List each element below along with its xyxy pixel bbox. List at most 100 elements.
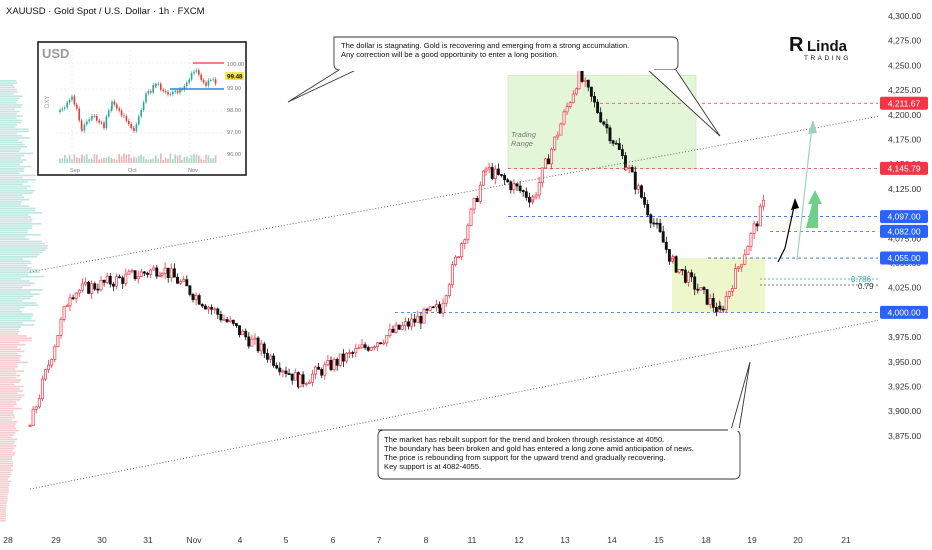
candle-body <box>583 79 587 82</box>
volume-profile-bar <box>0 333 19 335</box>
volume-profile-bar <box>0 363 18 366</box>
inset-volume-bar <box>212 158 214 163</box>
candle-body <box>301 374 305 385</box>
volume-profile-bar <box>0 315 33 317</box>
candle-body <box>425 308 429 311</box>
inset-candle-body <box>179 88 181 93</box>
inset-volume-bar <box>73 154 76 163</box>
volume-profile-bar <box>0 130 30 133</box>
candle-body <box>351 352 355 354</box>
volume-profile-bar <box>0 196 25 199</box>
time-axis[interactable]: 28 29 30 31 Nov 4 5 6 7 8 11 12 13 14 15 18 19 20 21 <box>0 525 932 550</box>
inset-usd-chart[interactable]: USD DXY 99.48 100.00 99.00 98.00 97.00 9… <box>37 41 247 176</box>
volume-profile-bar <box>0 227 33 229</box>
candle-body <box>737 266 741 269</box>
inset-candle-body <box>186 82 188 87</box>
volume-profile-bar <box>0 425 15 427</box>
candle-body <box>253 337 257 340</box>
candle-body <box>755 223 759 227</box>
top-note-callout[interactable]: The dollar is stagnating. Gold is recove… <box>287 36 721 137</box>
projection-black-path[interactable] <box>777 201 796 263</box>
volume-profile-bar <box>0 242 45 245</box>
candle-body <box>617 143 621 150</box>
volume-profile-bar <box>0 313 34 315</box>
inset-candle-body <box>105 116 108 129</box>
candle-body <box>219 314 223 321</box>
volume-profile-bar <box>0 388 20 390</box>
channel-lower-line[interactable] <box>29 319 881 490</box>
volume-profile-bar <box>0 434 15 436</box>
inset-candle-body <box>140 109 142 117</box>
volume-profile-bar <box>0 194 23 196</box>
candle-body <box>674 256 678 273</box>
candle-body <box>65 305 69 308</box>
candle-body <box>658 222 662 232</box>
volume-profile-bar <box>0 495 8 498</box>
inset-volume-bar <box>188 158 190 163</box>
inset-candle-body <box>142 102 145 110</box>
price-label-4: 4,055.00 <box>887 253 920 263</box>
candle-body <box>646 203 650 216</box>
volume-profile-bar <box>0 308 20 311</box>
inset-volume-bar <box>214 155 217 163</box>
brand-subtitle: TRADING <box>804 55 851 62</box>
volume-profile-bar <box>0 445 17 447</box>
candle-body <box>139 271 143 277</box>
candle-body <box>320 369 324 376</box>
volume-profile-bar <box>0 172 20 174</box>
inset-candle-body <box>174 90 176 92</box>
inset-candle-body <box>212 79 214 81</box>
inset-volume-bar <box>64 155 66 163</box>
projection-green-arrow-icon[interactable] <box>806 190 822 228</box>
volume-profile-bar <box>0 346 18 348</box>
inset-candle-body <box>214 79 217 84</box>
inset-volume-bar <box>100 158 103 163</box>
volume-profile-bar <box>0 137 31 139</box>
channel-upper-line[interactable] <box>29 115 881 273</box>
inset-candle-body <box>80 120 83 130</box>
inset-volume-bar <box>76 157 78 163</box>
candle-body <box>163 267 167 274</box>
volume-profile-bar <box>0 509 7 511</box>
price-label-1: 4,145.79 <box>887 163 920 173</box>
volume-profile-bar <box>0 170 25 172</box>
candle-body <box>624 167 628 171</box>
candle-body <box>493 168 497 179</box>
volume-profile-bar <box>0 128 29 130</box>
volume-profile-bar <box>0 493 8 496</box>
candle-body <box>416 316 420 323</box>
volume-profile-bar <box>0 238 30 240</box>
candle-body <box>118 276 122 279</box>
candle-body <box>391 328 395 333</box>
volume-profile-bar <box>0 262 32 265</box>
price-label-3: 4,082.00 <box>887 226 920 236</box>
candle-body <box>105 275 109 283</box>
candle-body <box>307 381 311 384</box>
volume-profile-bar <box>0 330 20 333</box>
price-tick-2: 4,250.00 <box>888 60 921 70</box>
price-label-bg-0 <box>880 96 928 110</box>
fib-label-b: 0.79 <box>858 282 874 291</box>
volume-profile-bar <box>0 374 21 377</box>
price-axis[interactable]: 4,300.00 4,275.00 4,250.00 4,225.00 4,200.00… <box>878 0 932 550</box>
candle-body <box>376 342 379 348</box>
bottom-note-line3: The price is rebounding from support for… <box>384 453 666 462</box>
volume-profile-bar <box>0 385 24 388</box>
candle-body <box>259 343 263 352</box>
inset-volume-bar <box>183 157 186 163</box>
bottom-note-callout[interactable]: The market has rebuilt support for the t… <box>377 361 751 480</box>
inset-candle-body <box>111 101 113 110</box>
candle-body <box>457 256 461 259</box>
candle-body <box>47 364 51 371</box>
volume-profile-bar <box>0 223 42 225</box>
inset-candle-body <box>103 122 105 129</box>
inset-volume-bar <box>66 158 68 163</box>
candle-body <box>680 269 684 271</box>
projection-light-path[interactable] <box>796 125 813 261</box>
candle-body <box>262 343 266 354</box>
candle-body <box>304 383 308 385</box>
volume-profile-bar <box>0 207 36 210</box>
volume-profile-bar <box>0 432 16 434</box>
candle-body <box>422 308 426 324</box>
